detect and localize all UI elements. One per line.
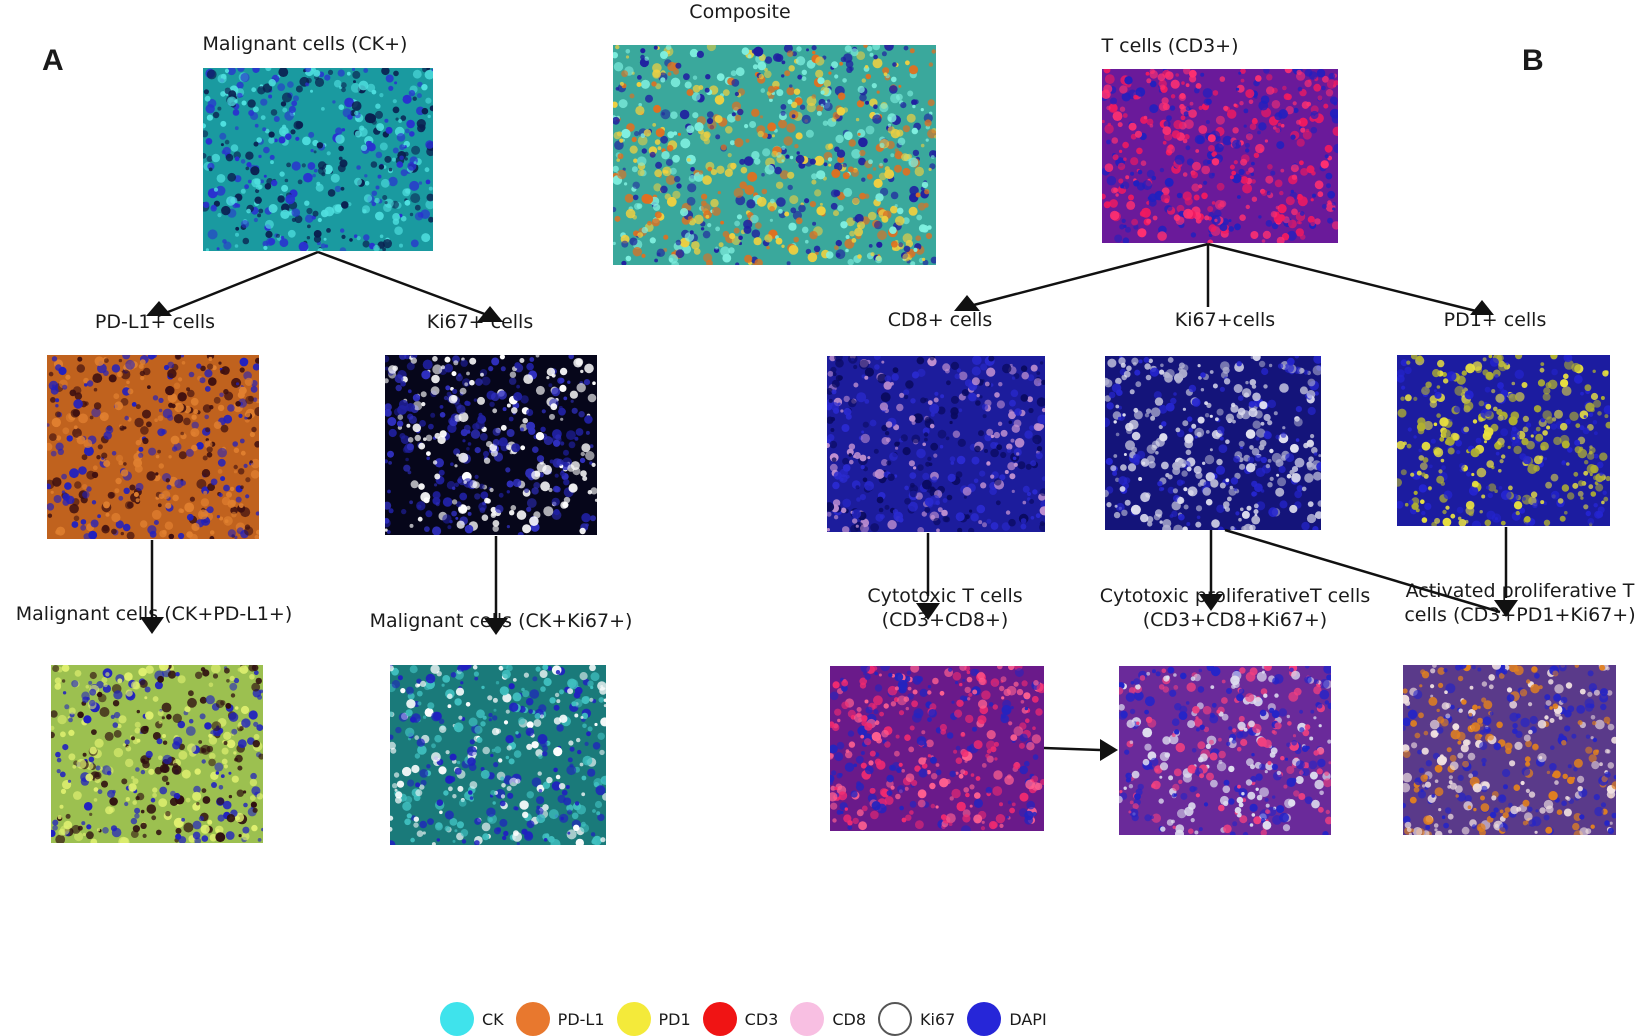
image-ki67-cells-a (385, 355, 597, 535)
arrowhead-cyto-prolif (1199, 594, 1223, 611)
arrow-t-to-cd8 (965, 242, 1209, 309)
micrograph-texture (203, 68, 433, 251)
label-cd8-cells: CD8+ cells (887, 309, 993, 331)
legend-swatch (702, 1002, 737, 1036)
panel-label-b: B (1522, 44, 1544, 77)
micrograph-texture (385, 355, 597, 535)
label-cytotoxic-t-cells: Cytotoxic T cells (CD3+CD8+) (850, 584, 1040, 632)
arrow-ck-to-ki67 (317, 250, 491, 318)
label-pd1-cells: PD1+ cells (1443, 309, 1547, 331)
arrowhead-ck-pdl1 (140, 617, 164, 634)
legend-swatch (440, 1002, 474, 1036)
arrowhead-pdl1 (146, 301, 172, 316)
micrograph-texture (1102, 69, 1338, 243)
image-malignant-ck-ki67 (390, 665, 606, 845)
label-ki67-cells-b: Ki67+cells (1174, 309, 1276, 331)
legend-label: DAPI (1009, 1009, 1047, 1029)
panel-label-a: A (42, 44, 64, 77)
label-cytotoxic-line2: (CD3+CD8+) (881, 609, 1009, 631)
label-activated-proliferative: Activated proliferative T cells (CD3+PD1… (1390, 579, 1650, 627)
image-cytotoxic-proliferative (1119, 666, 1331, 835)
legend-item-pd-l1: PD-L1 (515, 1002, 605, 1036)
micrograph-texture (51, 665, 263, 843)
image-malignant-ck (203, 68, 433, 251)
legend: CK PD-L1 PD1 CD3 CD8 Ki67 DAPI (440, 1002, 1059, 1036)
legend-label: PD1 (658, 1009, 691, 1029)
legend-item-cd3: CD3 (702, 1002, 779, 1036)
arrow-t-to-pd1 (1207, 242, 1481, 314)
label-cyto-prolif-line2: (CD3+CD8+Ki67+) (1142, 609, 1328, 631)
label-pdl1-cells: PD-L1+ cells (94, 311, 216, 333)
arrowhead-activated (1494, 600, 1518, 617)
arrow-ck-to-pdl1 (157, 250, 319, 318)
legend-swatch (515, 1002, 550, 1036)
legend-label: CD3 (744, 1009, 779, 1029)
micrograph-texture (613, 45, 936, 265)
label-t-cells: T cells (CD3+) (1101, 35, 1239, 57)
legend-item-ck: CK (440, 1002, 504, 1036)
image-t-cells (1102, 69, 1338, 243)
label-activated-line1: Activated proliferative T (1405, 580, 1635, 602)
legend-item-cd8: CD8 (790, 1002, 866, 1036)
arrowhead-ki67-a (477, 306, 503, 322)
legend-label: CD8 (832, 1009, 867, 1029)
arrowhead-cytotoxic (916, 603, 940, 620)
image-cd8-cells (827, 356, 1045, 532)
legend-swatch (790, 1002, 825, 1036)
micrograph-texture (390, 665, 606, 845)
image-activated-proliferative (1403, 665, 1616, 835)
image-ki67-cells-b (1105, 356, 1321, 530)
label-malignant-ck-pdl1: Malignant cells (CK+PD-L1+) (15, 603, 293, 625)
micrograph-texture (1397, 355, 1610, 526)
label-composite: Composite (689, 1, 791, 23)
label-cyto-prolif-line1: Cytotoxic proliferativeT cells (1099, 585, 1371, 607)
image-pd1-cells (1397, 355, 1610, 526)
image-composite (613, 45, 936, 265)
legend-label: Ki67 (920, 1009, 956, 1029)
legend-label: CK (482, 1009, 504, 1029)
legend-label: PD-L1 (557, 1009, 605, 1029)
label-malignant-ck: Malignant cells (CK+) (202, 33, 408, 55)
micrograph-texture (1105, 356, 1321, 530)
image-malignant-ck-pdl1 (51, 665, 263, 843)
image-pdl1-cells (47, 355, 259, 539)
arrowhead-cd8 (954, 295, 980, 311)
micrograph-texture (1119, 666, 1331, 835)
arrowhead-cytotoxic-to-cyto-prolif (1100, 739, 1118, 761)
legend-swatch (967, 1002, 1002, 1036)
arrow-ki67-to-activated (1224, 528, 1501, 614)
micrograph-texture (47, 355, 259, 539)
arrowhead-pd1 (1470, 300, 1494, 315)
micrograph-texture (1403, 665, 1616, 835)
label-cytotoxic-proliferative: Cytotoxic proliferativeT cells (CD3+CD8+… (1085, 584, 1385, 632)
label-cytotoxic-line1: Cytotoxic T cells (867, 585, 1023, 607)
arrowhead-ck-ki67 (484, 618, 508, 635)
legend-swatch (616, 1002, 651, 1036)
legend-item-dapi: DAPI (967, 1002, 1047, 1036)
micrograph-texture (830, 666, 1044, 831)
legend-item-ki67: Ki67 (878, 1002, 955, 1036)
micrograph-texture (827, 356, 1045, 532)
label-activated-line2: cells (CD3+PD1+Ki67+) (1404, 604, 1636, 626)
image-cytotoxic-t-cells (830, 666, 1044, 831)
legend-swatch (878, 1002, 913, 1036)
arrow-cytotoxic-to-cyto-prolif (1043, 746, 1101, 752)
legend-item-pd1: PD1 (616, 1002, 691, 1036)
